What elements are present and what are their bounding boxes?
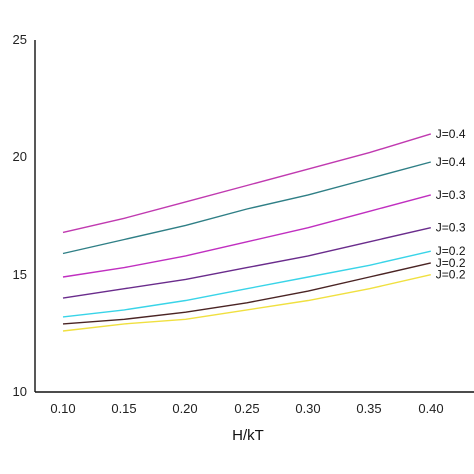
series-label: J=0.4	[436, 155, 466, 169]
x-tick-label: 0.30	[295, 401, 320, 416]
series-layer	[62, 133, 432, 332]
axes	[34, 40, 474, 393]
y-tick-label: 15	[13, 267, 27, 282]
series-line	[62, 274, 431, 332]
series-label: J=0.2	[436, 256, 466, 270]
series-label: J=0.3	[436, 221, 466, 235]
series-label: J=0.3	[436, 188, 466, 202]
x-tick-label: 0.35	[356, 401, 381, 416]
x-axis-title: H/kT	[232, 427, 264, 444]
x-tick-label: 0.10	[50, 401, 75, 416]
y-tick-labels: 10 15 20 25	[13, 32, 27, 399]
x-tick-label: 0.15	[111, 401, 136, 416]
series-label: J=0.4	[436, 127, 466, 141]
x-tick-labels: 0.10 0.15 0.20 0.25 0.30 0.35 0.40	[50, 401, 443, 416]
series-label: J=0.2	[436, 244, 466, 258]
x-tick-label: 0.40	[418, 401, 443, 416]
series-line	[62, 161, 431, 255]
series-line	[62, 250, 431, 318]
series-label-layer: J=0.4J=0.4J=0.3J=0.3J=0.2J=0.2J=0.2	[436, 127, 466, 282]
y-tick-label: 25	[13, 32, 27, 47]
y-tick-label: 20	[13, 149, 27, 164]
x-tick-label: 0.25	[234, 401, 259, 416]
series-label: J=0.2	[436, 268, 466, 282]
x-tick-label: 0.20	[172, 401, 197, 416]
series-line	[62, 227, 431, 299]
y-tick-label: 10	[13, 384, 27, 399]
series-line	[62, 262, 431, 325]
series-line	[62, 194, 431, 278]
series-line	[62, 133, 432, 234]
